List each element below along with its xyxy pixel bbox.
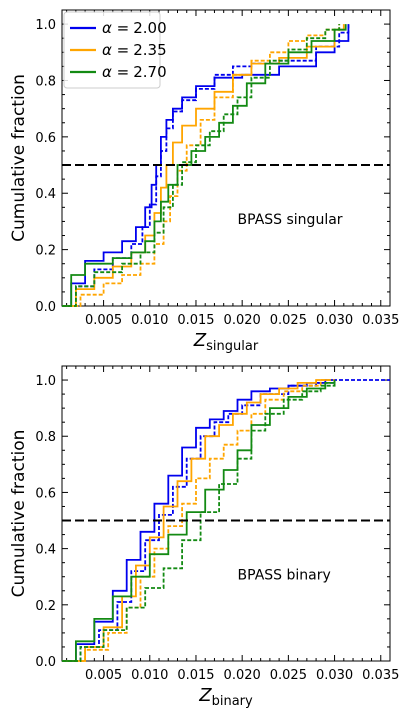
y-axis-label: Cumulative fraction	[9, 74, 29, 242]
legend-value: 2.70	[133, 63, 166, 81]
x-tick-label: 0.025	[270, 313, 307, 328]
legend-value: 2.00	[133, 19, 166, 37]
plot-frame	[61, 365, 391, 662]
legend-symbol: α =	[102, 41, 129, 59]
y-tick-label: 0.4	[35, 543, 56, 558]
legend-label: α = 2.35	[102, 41, 167, 59]
legend-box	[63, 11, 161, 89]
x-axis-label-main: Z	[193, 330, 207, 351]
x-tick-label: 0.020	[224, 313, 261, 328]
y-tick-label: 0.4	[35, 187, 56, 202]
y-tick-label: 0.8	[35, 74, 56, 89]
y-tick-label: 0.0	[35, 655, 56, 670]
x-tick-label: 0.020	[224, 668, 261, 683]
legend-symbol: α =	[102, 63, 129, 81]
panel-annotation: BPASS singular	[238, 212, 343, 228]
legend-value: 2.35	[133, 41, 166, 59]
series-line-alpha_2_70-dashed	[62, 24, 341, 307]
y-tick-label: 0.6	[35, 131, 56, 146]
legend: α = 2.00α = 2.35α = 2.70	[63, 11, 167, 89]
x-tick-label: 0.010	[131, 668, 168, 683]
x-tick-label: 0.030	[316, 313, 353, 328]
legend-label: α = 2.00	[102, 19, 167, 37]
y-tick-label: 0.2	[35, 244, 56, 259]
x-axis-label: Zbinary	[198, 685, 253, 709]
y-tick-label: 0.0	[35, 300, 56, 315]
x-tick-label: 0.015	[177, 313, 214, 328]
x-axis-label-sub: singular	[206, 339, 259, 354]
series-line-alpha_2_35-dashed	[62, 24, 341, 307]
series-line-alpha_2_70-solid	[62, 380, 336, 662]
x-tick-label: 0.015	[177, 668, 214, 683]
x-axis-label-main: Z	[198, 685, 212, 706]
panel-binary: 0.005 0.010 0.015 0.020 0.025 0.030 0.035 0.0 0.…	[9, 365, 399, 709]
y-axis-label: Cumulative fraction	[9, 430, 29, 598]
x-tick-label: 0.025	[270, 668, 307, 683]
y-tick-label: 0.8	[35, 430, 56, 445]
x-axis-label: Zsingular	[193, 330, 259, 354]
x-tick-label: 0.035	[362, 313, 399, 328]
x-tick-label: 0.030	[316, 668, 353, 683]
legend-label: α = 2.70	[102, 63, 167, 81]
x-tick-label: 0.010	[131, 313, 168, 328]
x-tick-label: 0.005	[85, 313, 122, 328]
legend-symbol: α =	[102, 19, 129, 37]
plot-frame	[61, 9, 391, 307]
x-tick-label: 0.035	[362, 668, 399, 683]
series-line-alpha_2_35-solid	[62, 24, 345, 307]
y-tick-label: 0.6	[35, 486, 56, 501]
series-line-alpha_2_70-dashed	[62, 380, 336, 662]
panel-singular: 0.005 0.010 0.015 0.020 0.025 0.030 0.035 0.0 0.…	[9, 9, 399, 354]
y-tick-label: 1.0	[35, 18, 56, 33]
series-line-alpha_2_35-solid	[62, 379, 330, 662]
x-tick-label: 0.005	[85, 668, 122, 683]
y-tick-label: 0.2	[35, 599, 56, 614]
y-tick-label: 1.0	[35, 374, 56, 389]
x-axis-label-sub: binary	[212, 694, 253, 709]
panel-annotation: BPASS binary	[238, 568, 331, 584]
